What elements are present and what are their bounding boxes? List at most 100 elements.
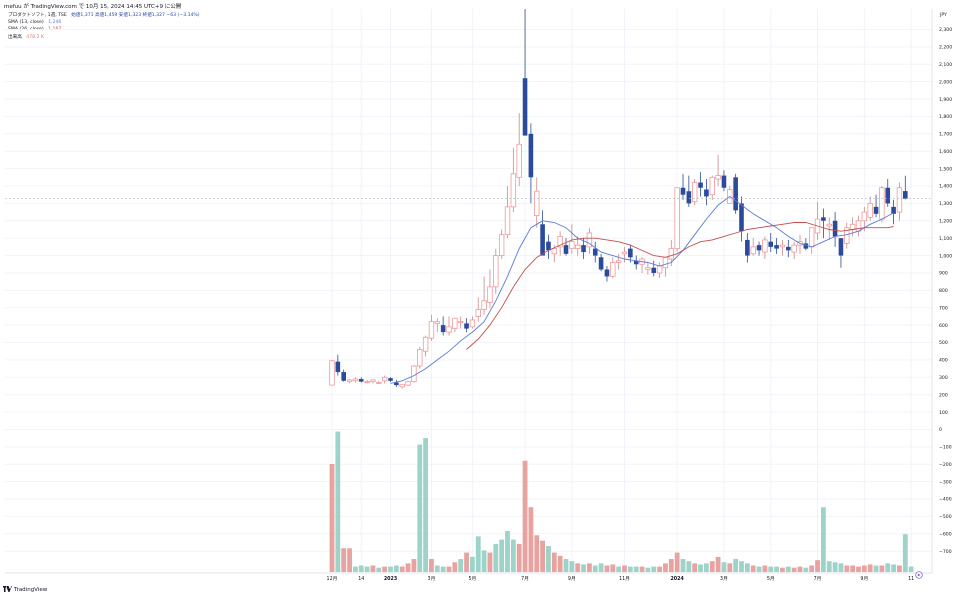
y-tick-label: 700 (939, 305, 948, 311)
volume-bar (587, 563, 592, 572)
candle-body-up (791, 244, 797, 253)
volume-bar (575, 563, 581, 572)
volume-bar (844, 565, 850, 572)
x-tick-label: 12月 (327, 576, 338, 582)
volume-bar (528, 507, 534, 572)
volume-bar (464, 552, 469, 572)
volume-bar (821, 507, 826, 572)
volume-bar (329, 464, 335, 572)
y-tick-label: 900 (939, 271, 948, 277)
candle-body-up (715, 175, 721, 180)
candle-body-up (575, 244, 581, 250)
candle-body-up (346, 379, 353, 383)
candle-body-down (745, 239, 750, 256)
y-tick-label: 1,000 (939, 253, 952, 259)
volume-bar (721, 562, 727, 572)
volume-bar (569, 561, 575, 572)
candle-body-up (376, 382, 382, 384)
legend-volume-row[interactable]: 出来高 478.2 K (8, 34, 200, 41)
candle-body-down (358, 379, 364, 382)
time-axis[interactable]: 12月 14 2023 3月 5月 7月 9月 11月 2024 3月 5月 7月 9月 11 (327, 571, 923, 582)
moving-averages (390, 195, 894, 384)
volume-bar (458, 559, 464, 572)
volume-bar (358, 565, 364, 572)
footer-brand[interactable]: TradingView (3, 586, 47, 593)
candle-body-up (656, 265, 663, 274)
volume-bar (627, 566, 633, 572)
y-tick-label: 800 (939, 288, 948, 294)
volume-bars (329, 431, 914, 572)
volume-bar (715, 556, 721, 572)
x-tick-label: 2023 (384, 576, 397, 582)
volume-bar (879, 565, 885, 572)
candle-body-down (786, 246, 791, 251)
candle-body-down (832, 220, 838, 237)
volume-bar (815, 560, 820, 572)
volume-bar (604, 565, 610, 572)
candle-body-up (370, 379, 376, 383)
time-goto-arrow-icon (917, 573, 921, 577)
volume-bar (709, 561, 715, 572)
candle-body-down (768, 241, 774, 247)
x-tick-label: 3月 (428, 576, 436, 582)
y-tick-label: −500 (939, 514, 952, 520)
legend-sma13-row[interactable]: SMA (13, close) 1,246 (8, 19, 200, 26)
candle-body-down (739, 203, 744, 232)
legend-ohlc: 始値1,371 高値1,459 安値1,323 終値1,327 −63 (−3.… (71, 13, 200, 18)
y-tick-label: −300 (939, 479, 952, 485)
volume-bar (598, 563, 604, 572)
y-tick-label: 200 (939, 392, 948, 398)
candle-body-up (826, 223, 832, 227)
volume-bar (756, 566, 762, 572)
volume-bar (698, 564, 703, 572)
volume-bar (505, 530, 510, 572)
x-tick-label: 5月 (468, 576, 476, 582)
candle-body-down (698, 182, 703, 188)
volume-bar (762, 565, 768, 572)
legend-sma13-value: 1,246 (48, 20, 62, 26)
x-tick-label: 3月 (720, 576, 728, 582)
candle-body-down (598, 257, 604, 270)
volume-bar (744, 563, 750, 572)
candle-body-down (522, 78, 528, 136)
candle-body-down (341, 372, 346, 381)
y-tick-label: 1,900 (939, 97, 952, 103)
candle-body-down (388, 378, 393, 381)
volume-bar (908, 566, 914, 572)
candle-body-down (704, 189, 709, 197)
price-axis[interactable]: 2,300 2,200 2,100 2,000 1,900 1,800 1,700 1,600… (939, 27, 952, 555)
volume-bar (645, 567, 651, 572)
volume-bar (838, 563, 844, 572)
volume-bar (780, 567, 785, 572)
volume-bar (633, 566, 639, 572)
volume-bar (861, 565, 867, 572)
volume-bar (897, 565, 902, 572)
candle-body-down (563, 245, 569, 254)
candle-body-down (592, 248, 598, 256)
legend-symbol-row[interactable]: プロダクトソフト, 1週, TSE 始値1,371 高値1,459 安値1,32… (8, 12, 200, 19)
candle-body-up (329, 360, 335, 386)
candle-body-down (464, 323, 469, 329)
candle-body-up (867, 202, 873, 218)
y-tick-label: −600 (939, 532, 952, 538)
candle-body-down (440, 325, 446, 333)
volume-bar (592, 565, 598, 572)
candle-body-up (434, 321, 440, 324)
y-tick-label: 400 (939, 358, 948, 364)
volume-bar (417, 444, 423, 572)
chart-grid (5, 9, 933, 574)
candle-body-down (838, 238, 844, 256)
x-tick-label: 7月 (521, 576, 529, 582)
volume-bar (551, 552, 557, 572)
candle-body-up (411, 365, 417, 383)
candle-body-up (487, 286, 493, 303)
sma13-line (390, 195, 894, 384)
candle-body-up (621, 251, 628, 255)
volume-bar (797, 566, 803, 572)
candle-body-down (903, 191, 908, 199)
y-tick-label: 300 (939, 375, 948, 381)
candle-body-up (510, 173, 517, 208)
volume-bar (867, 564, 873, 572)
y-tick-label: 0 (939, 427, 942, 433)
